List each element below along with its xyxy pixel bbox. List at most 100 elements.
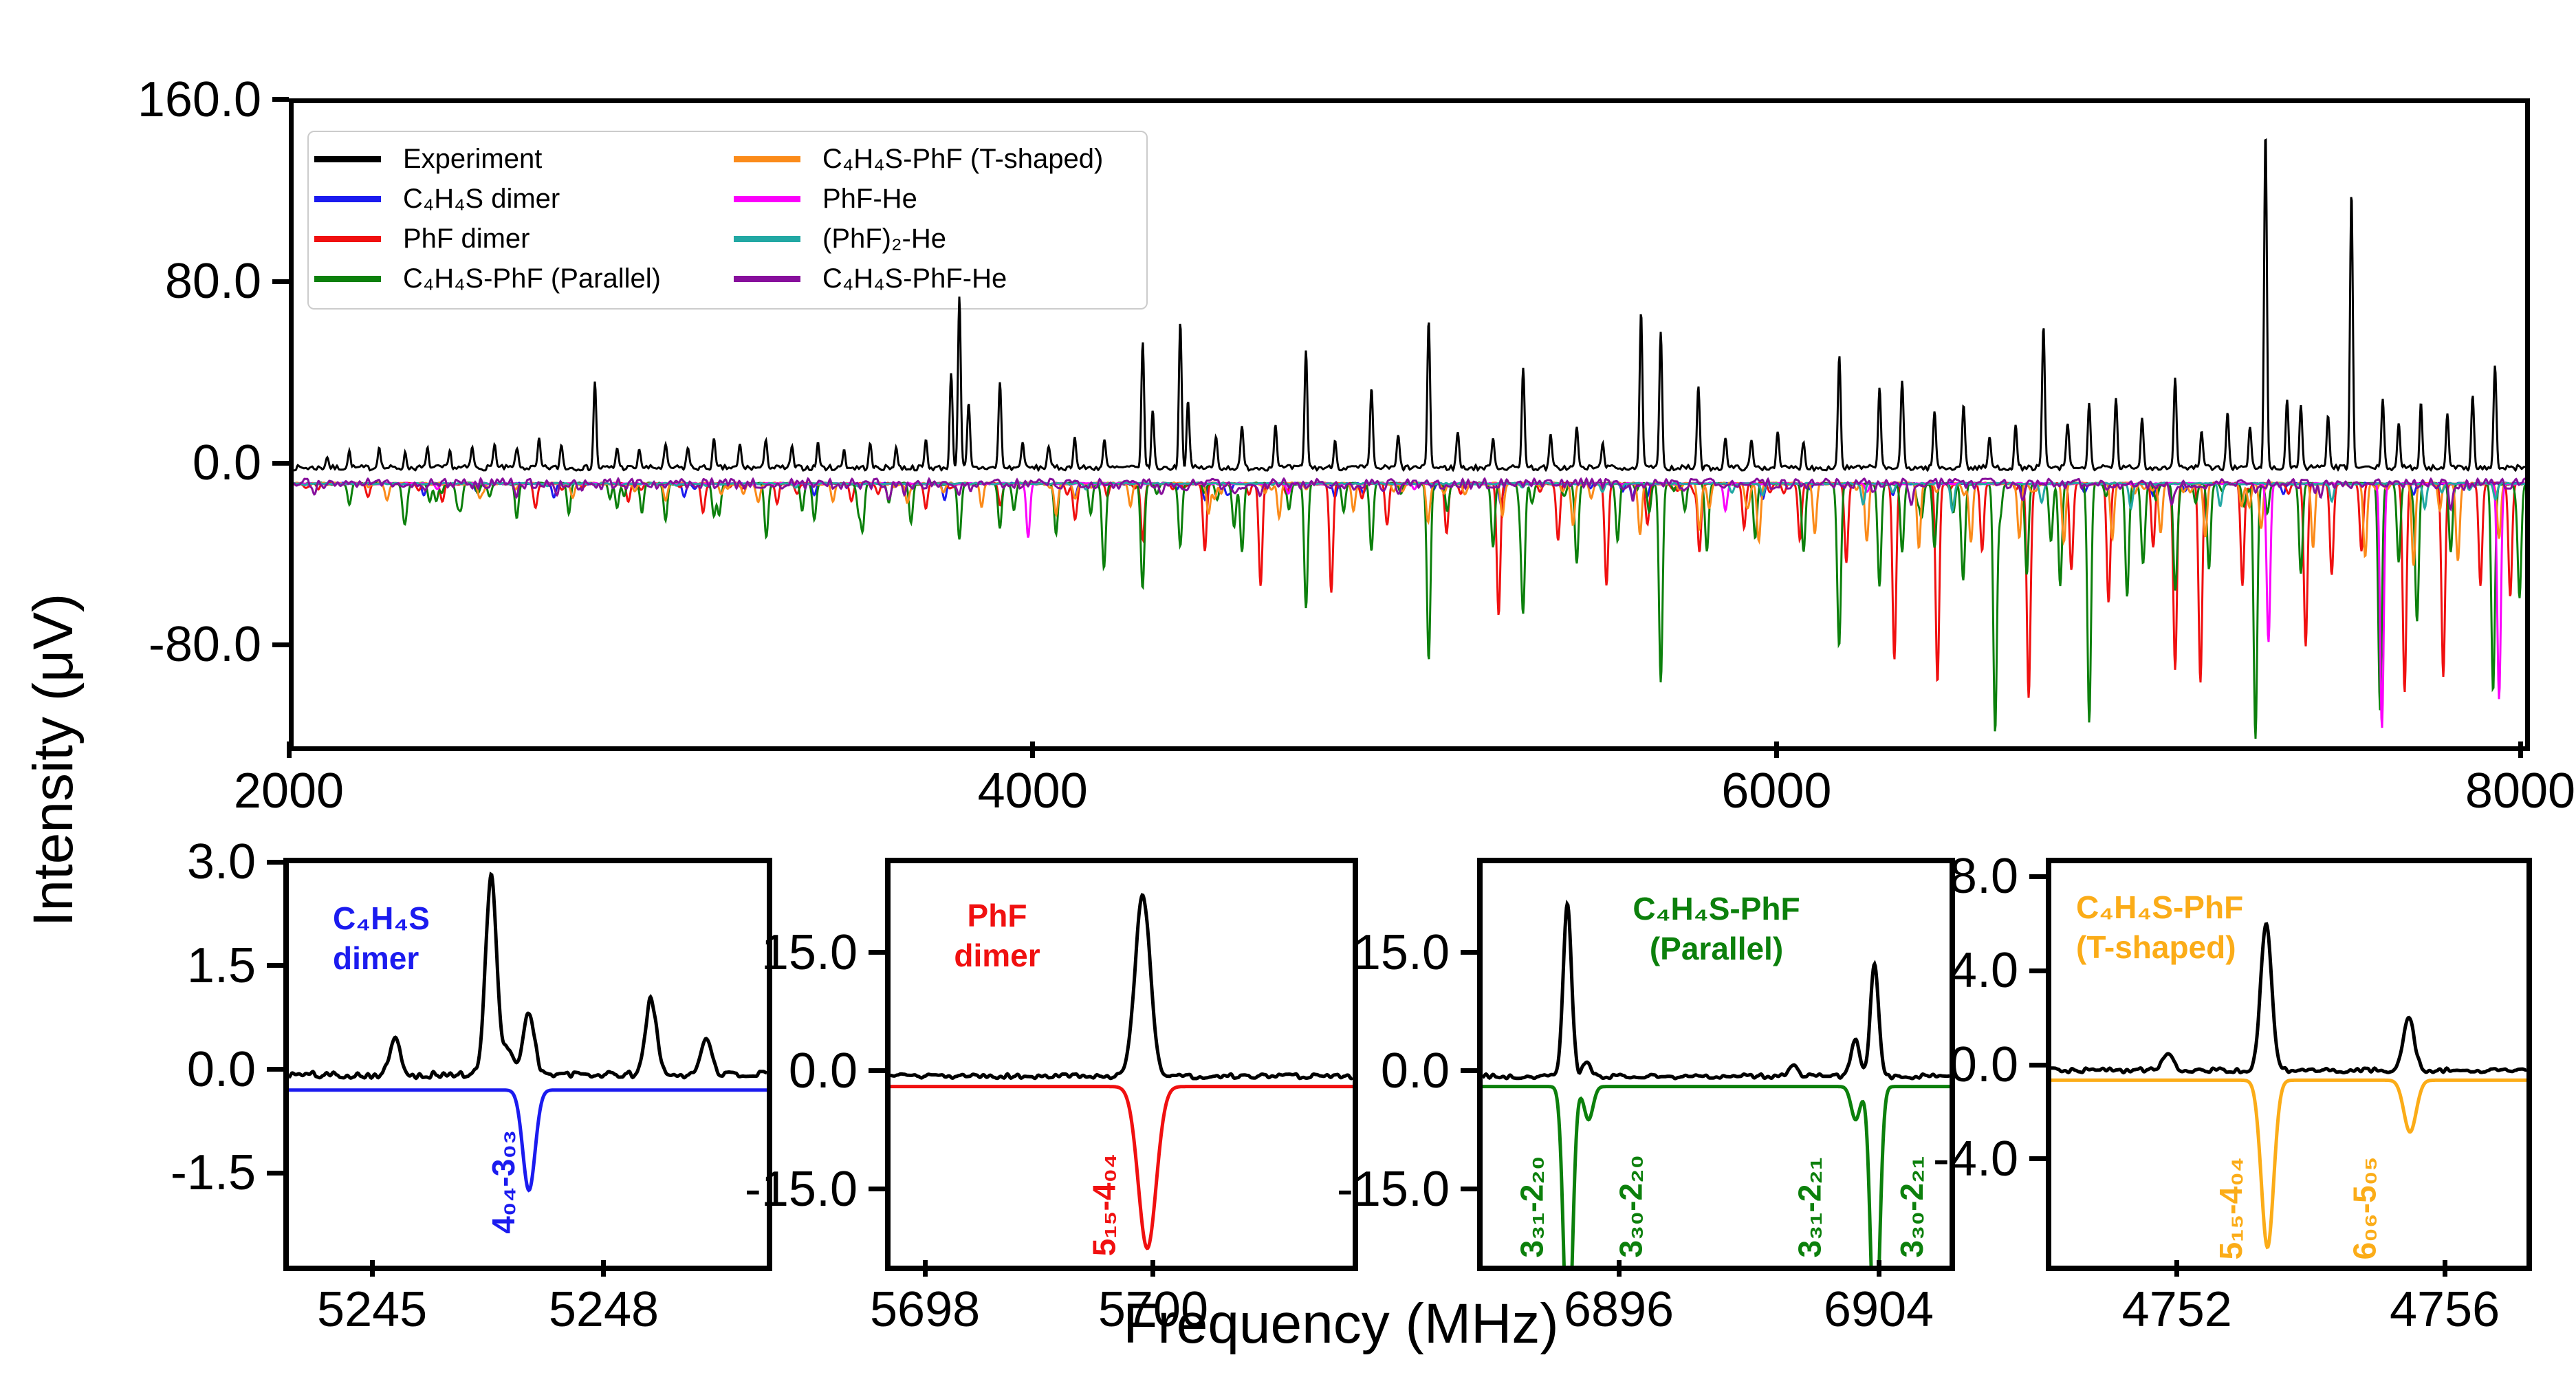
legend-swatch bbox=[734, 275, 800, 282]
y-tick bbox=[272, 642, 289, 647]
y-tick bbox=[2029, 1062, 2046, 1068]
inset-trace-simulation-c4h4s-phf-t-shaped bbox=[2051, 1078, 2526, 1250]
y-tick bbox=[2029, 874, 2046, 879]
trace-c4h4s-phf-parallel bbox=[294, 481, 2525, 739]
transition-label: 5₁₅-4₀₄ bbox=[1086, 1154, 1122, 1256]
legend-label: PhF dimer bbox=[403, 223, 530, 254]
y-tick bbox=[869, 1187, 885, 1192]
inset-label-c4h4s-phf-t-shaped: C₄H₄S-PhF (T-shaped) bbox=[2076, 888, 2243, 967]
x-tick bbox=[1876, 1260, 1881, 1277]
inset-label-line2: (T-shaped) bbox=[2076, 929, 2236, 965]
x-tick bbox=[2174, 1260, 2180, 1277]
x-tick bbox=[1150, 1260, 1156, 1277]
x-tick bbox=[286, 741, 292, 758]
legend-swatch bbox=[734, 195, 800, 202]
main-spectrum-canvas bbox=[294, 138, 2525, 739]
main-spectrum-plot: Experiment C₄H₄S dimer PhF dimer C₄H₄S-PhF … bbox=[289, 98, 2530, 751]
inset-trace-experiment-c4h4s-phf-t-shaped bbox=[2051, 922, 2526, 1075]
legend-item: (PhF)₂-He bbox=[734, 219, 1103, 259]
legend-label: C₄H₄S-PhF-He bbox=[822, 263, 1007, 294]
inset-trace-experiment-c4h4s-dimer bbox=[289, 871, 767, 1081]
trace-phf-dimer bbox=[294, 481, 2525, 698]
x-tick-label: 5698 bbox=[869, 1282, 981, 1337]
y-tick-label: 0.0 bbox=[1380, 1043, 1450, 1098]
inset-label-line2: dimer bbox=[954, 937, 1040, 973]
y-tick-label: -15.0 bbox=[1336, 1161, 1450, 1217]
x-tick-label: 4000 bbox=[977, 764, 1088, 819]
transition-label: 3₃₀-2₂₁ bbox=[1894, 1156, 1930, 1258]
inset-panel-c4h4s-phf-t-shaped: C₄H₄S-PhF (T-shaped) 5₁₅-4₀₄ 6₀₆-5₀₅ bbox=[2046, 858, 2532, 1271]
inset-canvas-c4h4s-phf-t-shaped: 5₁₅-4₀₄ 6₀₆-5₀₅ bbox=[2051, 922, 2526, 1259]
y-tick bbox=[267, 1067, 283, 1072]
trace-c4h4s-phf-t-shaped bbox=[294, 481, 2525, 566]
x-tick-label: 4756 bbox=[2389, 1282, 2500, 1337]
y-tick-label: 4.0 bbox=[1949, 943, 2018, 999]
legend-swatch bbox=[314, 195, 381, 202]
legend-column: C₄H₄S-PhF (T-shaped) PhF-He (PhF)₂-He C₄H₄S… bbox=[734, 139, 1103, 299]
legend-item: Experiment bbox=[314, 139, 734, 179]
inset-panel-phf-dimer: PhF dimer 5₁₅-4₀₄ bbox=[885, 858, 1358, 1271]
legend-swatch bbox=[734, 235, 800, 242]
legend-label: C₄H₄S-PhF (T-shaped) bbox=[822, 143, 1104, 174]
y-tick-label: -1.5 bbox=[170, 1145, 256, 1201]
transition-label: 3₃₁-2₂₁ bbox=[1791, 1157, 1827, 1257]
x-tick-label: 4752 bbox=[2121, 1282, 2232, 1337]
legend-item: C₄H₄S-PhF-He bbox=[734, 259, 1103, 299]
transition-label: 4₀₄-3₀₃ bbox=[485, 1130, 521, 1234]
inset-panel-c4h4s-dimer: C₄H₄S dimer 4₀₄-3₀₃ bbox=[283, 858, 772, 1271]
x-tick-label: 8000 bbox=[2465, 764, 2576, 819]
y-tick bbox=[869, 1068, 885, 1074]
inset-label-line1: C₄H₄S bbox=[333, 900, 430, 936]
transition-label: 6₀₆-5₀₅ bbox=[2347, 1156, 2383, 1259]
y-tick-label: 1.5 bbox=[186, 938, 256, 993]
inset-label-line2: dimer bbox=[333, 940, 419, 976]
inset-label-c4h4s-phf-parallel: C₄H₄S-PhF (Parallel) bbox=[1572, 889, 1861, 968]
x-tick bbox=[369, 1260, 375, 1277]
y-tick bbox=[272, 279, 289, 284]
x-tick-label: 5245 bbox=[317, 1282, 428, 1337]
inset-trace-simulation-phf-dimer bbox=[891, 1085, 1353, 1250]
legend-swatch bbox=[314, 275, 381, 282]
x-tick-label: 6896 bbox=[1563, 1282, 1674, 1337]
x-tick-label: 6000 bbox=[1721, 764, 1832, 819]
x-tick bbox=[1773, 741, 1779, 758]
y-tick bbox=[1461, 1187, 1477, 1192]
trace-phf-he bbox=[294, 481, 2525, 728]
transition-label: 5₁₅-4₀₄ bbox=[2213, 1157, 2249, 1259]
legend-label: C₄H₄S-PhF (Parallel) bbox=[403, 263, 661, 294]
y-tick bbox=[869, 950, 885, 955]
inset-panel-c4h4s-phf-parallel: C₄H₄S-PhF (Parallel) 3₃₁-2₂₀ 3₃₀-2₂₀ 3₃₁-2… bbox=[1477, 858, 1955, 1271]
y-tick bbox=[267, 1170, 283, 1176]
legend-label: PhF-He bbox=[822, 183, 917, 214]
x-tick bbox=[1616, 1260, 1622, 1277]
inset-label-phf-dimer: PhF dimer bbox=[939, 896, 1056, 975]
y-tick bbox=[1461, 950, 1477, 955]
x-tick bbox=[2518, 741, 2523, 758]
legend: Experiment C₄H₄S dimer PhF dimer C₄H₄S-PhF … bbox=[307, 131, 1148, 310]
inset-label-line1: PhF bbox=[967, 898, 1027, 933]
x-tick-label: 5700 bbox=[1098, 1282, 1209, 1337]
inset-trace-simulation-c4h4s-dimer bbox=[289, 1088, 767, 1193]
legend-label: C₄H₄S dimer bbox=[403, 183, 560, 214]
inset-trace-simulation-c4h4s-phf-parallel bbox=[1483, 1085, 1950, 1266]
transition-label: 3₃₁-2₂₀ bbox=[1514, 1156, 1549, 1258]
y-tick bbox=[272, 460, 289, 466]
inset-label-c4h4s-dimer: C₄H₄S dimer bbox=[333, 899, 430, 978]
y-tick-label: 0.0 bbox=[192, 435, 261, 491]
y-tick bbox=[1461, 1068, 1477, 1074]
legend-item: C₄H₄S dimer bbox=[314, 179, 734, 219]
trace-experiment bbox=[294, 138, 2525, 473]
y-tick-label: 15.0 bbox=[1353, 924, 1450, 980]
legend-swatch bbox=[314, 155, 381, 162]
x-tick-label: 6904 bbox=[1823, 1282, 1934, 1337]
legend-item: PhF-He bbox=[734, 179, 1103, 219]
y-tick-label: 80.0 bbox=[164, 254, 261, 309]
x-tick-label: 2000 bbox=[233, 764, 345, 819]
x-tick bbox=[601, 1260, 607, 1277]
y-tick-label: -15.0 bbox=[744, 1161, 858, 1217]
legend-label: (PhF)₂-He bbox=[822, 223, 946, 254]
legend-item: C₄H₄S-PhF (T-shaped) bbox=[734, 139, 1103, 179]
y-tick-label: 160.0 bbox=[137, 72, 261, 127]
trace-c4h4s-phf-he bbox=[294, 477, 2525, 512]
y-tick bbox=[267, 963, 283, 968]
